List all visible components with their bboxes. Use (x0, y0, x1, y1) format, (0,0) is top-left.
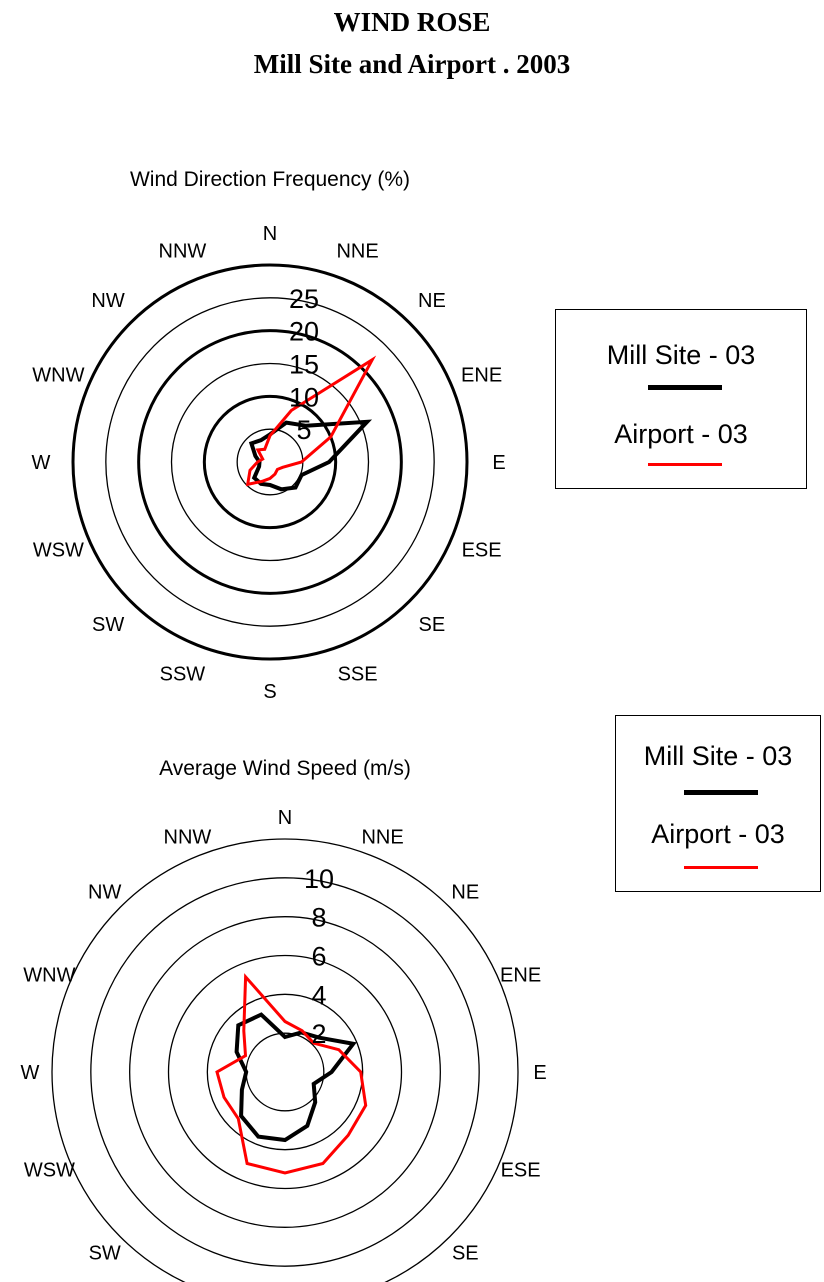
direction-label: E (533, 1062, 546, 1084)
direction-label: E (492, 452, 505, 474)
direction-label: NNW (159, 240, 207, 262)
direction-label: NE (418, 290, 446, 312)
grid-ring (206, 993, 364, 1151)
direction-label: ENE (500, 964, 541, 986)
chart-subtitle: Mill Site and Airport . 2003 (253, 49, 571, 79)
legend-frequency: Mill Site - 03 Airport - 03 (555, 309, 807, 489)
direction-label: SSW (160, 664, 206, 686)
grid-ring (170, 362, 370, 562)
grid-ring (202, 394, 338, 530)
ring-value-label: 20 (289, 317, 319, 347)
outer-ring (51, 838, 519, 1282)
direction-label: WSW (24, 1160, 75, 1182)
direction-label: S (263, 681, 276, 703)
direction-label: WNW (32, 364, 84, 386)
direction-label: NNW (164, 826, 212, 848)
chart-panel-title: Wind Direction Frequency (%) (130, 168, 410, 191)
legend-label-mill-site: Mill Site - 03 (643, 741, 793, 771)
legend-swatch-mill-site (684, 790, 758, 795)
legend-label-airport: Airport - 03 (651, 819, 785, 849)
direction-label: NW (91, 290, 124, 312)
grid-ring (129, 916, 441, 1228)
ring-value-label: 4 (311, 980, 326, 1010)
direction-label: N (278, 807, 292, 829)
direction-label: SW (89, 1242, 121, 1264)
legend-swatch-airport (684, 866, 758, 869)
direction-label: SSE (338, 664, 378, 686)
direction-label: NNE (336, 240, 378, 262)
legend-label-mill-site: Mill Site - 03 (606, 340, 756, 370)
ring-value-label: 10 (289, 382, 319, 412)
series-line (248, 419, 373, 492)
direction-label: SW (92, 614, 124, 636)
wind-rose-chart: Average Wind Speed (m/s) 2 4 6 8 10 N NNE NE ENE E… (21, 757, 547, 1282)
direction-label: W (21, 1062, 40, 1084)
direction-label: ESE (462, 540, 502, 562)
ring-value-label: 10 (304, 864, 334, 894)
grid-ring (137, 329, 403, 595)
grid-ring (167, 954, 403, 1190)
chart-title: WIND ROSE (333, 7, 491, 37)
direction-label: WNW (23, 964, 75, 986)
direction-label: SE (419, 614, 446, 636)
legend-label-airport: Airport - 03 (614, 419, 748, 449)
series-line (234, 1012, 357, 1143)
direction-label: ENE (461, 364, 502, 386)
direction-label: W (32, 452, 51, 474)
series-line (245, 355, 377, 487)
direction-label: ESE (501, 1160, 541, 1182)
direction-label: SE (452, 1242, 479, 1264)
series-line (215, 973, 368, 1175)
ring-value-label: 6 (311, 942, 326, 972)
legend-swatch-mill-site (648, 385, 722, 390)
ring-value-label: 2 (311, 1019, 326, 1049)
direction-label: NE (451, 882, 479, 904)
ring-value-label: 15 (289, 350, 319, 380)
legend-speed: Mill Site - 03 Airport - 03 (615, 715, 821, 892)
direction-label: N (263, 223, 277, 245)
chart-panel-title: Average Wind Speed (m/s) (159, 757, 411, 780)
ring-value-label: 8 (311, 903, 326, 933)
outer-ring (71, 263, 469, 661)
ring-value-label: 25 (289, 284, 319, 314)
legend-swatch-airport (648, 463, 722, 466)
ring-value-label: 5 (296, 415, 311, 445)
direction-label: NNE (361, 826, 403, 848)
direction-label: WSW (33, 540, 84, 562)
grid-ring (105, 297, 435, 627)
grid-ring (90, 877, 480, 1267)
direction-label: NW (88, 882, 121, 904)
